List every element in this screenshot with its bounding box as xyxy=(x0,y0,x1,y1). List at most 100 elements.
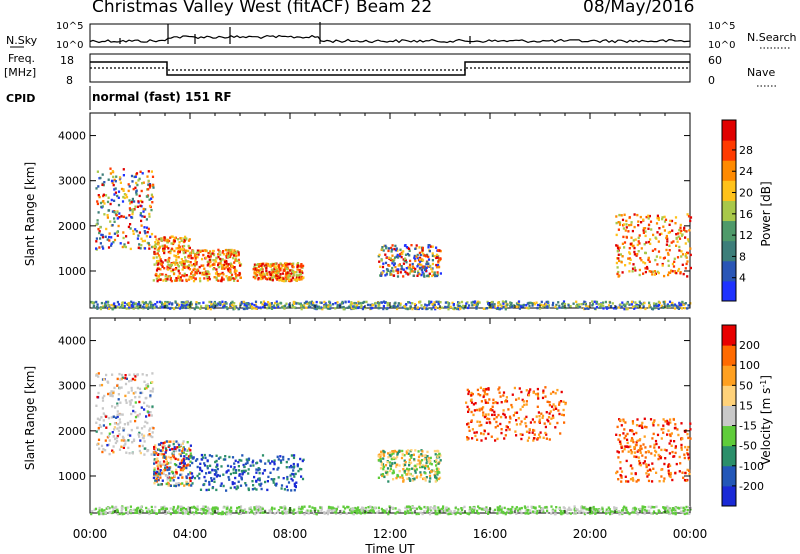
data-pixel xyxy=(221,251,224,254)
data-pixel xyxy=(493,305,496,308)
data-pixel xyxy=(440,510,443,513)
data-pixel xyxy=(286,263,289,266)
data-pixel xyxy=(172,242,175,246)
data-pixel xyxy=(303,505,306,508)
data-pixel xyxy=(527,394,531,397)
data-pixel xyxy=(412,266,415,270)
data-pixel xyxy=(156,464,159,468)
data-pixel xyxy=(320,509,323,512)
data-pixel xyxy=(624,434,627,438)
data-pixel xyxy=(199,468,202,471)
data-pixel xyxy=(652,420,655,424)
data-pixel xyxy=(411,262,414,266)
data-pixel xyxy=(194,257,197,260)
data-pixel xyxy=(652,424,655,427)
data-pixel xyxy=(253,304,256,307)
data-pixel xyxy=(437,249,440,252)
data-pixel xyxy=(152,279,155,282)
data-pixel xyxy=(396,452,400,455)
data-pixel xyxy=(644,506,647,509)
data-pixel xyxy=(313,307,316,310)
data-pixel xyxy=(466,436,469,439)
data-pixel xyxy=(656,214,659,217)
data-pixel xyxy=(224,301,227,304)
data-pixel xyxy=(184,256,187,259)
data-pixel xyxy=(542,391,545,394)
data-pixel xyxy=(225,470,228,473)
data-pixel xyxy=(653,304,656,307)
data-pixel xyxy=(409,508,412,511)
data-pixel xyxy=(669,439,672,443)
data-pixel xyxy=(153,467,156,470)
data-pixel xyxy=(286,277,289,280)
data-pixel xyxy=(617,275,620,278)
data-pixel xyxy=(238,458,241,462)
data-pixel xyxy=(678,237,682,240)
data-pixel xyxy=(554,512,557,516)
data-pixel xyxy=(302,264,305,268)
data-pixel xyxy=(633,446,636,449)
data-pixel xyxy=(679,226,682,229)
data-pixel xyxy=(140,244,143,247)
data-pixel xyxy=(647,473,650,476)
data-pixel xyxy=(258,268,262,272)
data-pixel xyxy=(255,307,258,310)
data-pixel xyxy=(450,510,453,513)
data-pixel xyxy=(657,304,660,307)
data-pixel xyxy=(185,274,188,277)
data-pixel xyxy=(666,419,669,423)
data-pixel xyxy=(99,307,102,311)
data-pixel xyxy=(546,306,549,309)
data-pixel xyxy=(411,467,414,470)
data-pixel xyxy=(300,263,303,266)
data-pixel xyxy=(522,400,525,403)
data-pixel xyxy=(152,186,155,189)
data-pixel xyxy=(622,506,625,510)
data-pixel xyxy=(111,373,114,376)
data-pixel xyxy=(104,511,107,514)
data-pixel xyxy=(361,307,364,311)
data-pixel xyxy=(112,509,115,512)
data-pixel xyxy=(191,270,194,274)
data-pixel xyxy=(143,425,146,428)
data-pixel xyxy=(226,264,229,268)
data-pixel xyxy=(101,236,105,239)
data-pixel xyxy=(163,456,166,459)
data-pixel xyxy=(621,509,624,512)
data-pixel xyxy=(97,227,100,231)
data-pixel xyxy=(293,306,296,309)
data-pixel xyxy=(200,458,203,461)
data-pixel xyxy=(233,462,236,465)
data-pixel xyxy=(107,196,110,199)
data-pixel xyxy=(387,256,390,259)
data-pixel xyxy=(152,245,155,249)
data-pixel xyxy=(132,405,135,408)
data-pixel xyxy=(514,507,517,511)
data-pixel xyxy=(116,306,119,309)
data-pixel xyxy=(143,239,146,243)
data-pixel xyxy=(159,449,162,452)
freq-tick-low: 8 xyxy=(66,74,73,87)
data-pixel xyxy=(130,300,133,303)
data-pixel xyxy=(420,473,423,476)
data-pixel xyxy=(403,305,407,308)
data-pixel xyxy=(343,510,346,513)
data-pixel xyxy=(173,240,176,243)
data-pixel xyxy=(150,170,153,173)
data-pixel xyxy=(616,244,619,248)
data-pixel xyxy=(153,445,156,449)
data-pixel xyxy=(415,255,418,258)
data-pixel xyxy=(116,422,119,426)
data-pixel xyxy=(408,272,411,275)
data-pixel xyxy=(179,278,182,281)
data-pixel xyxy=(433,255,436,258)
data-pixel xyxy=(641,508,644,511)
data-pixel xyxy=(237,512,240,515)
data-pixel xyxy=(96,202,99,206)
data-pixel xyxy=(176,507,179,510)
data-pixel xyxy=(634,301,637,304)
data-pixel xyxy=(267,301,270,304)
data-pixel xyxy=(164,302,167,305)
data-pixel xyxy=(404,259,407,262)
colorbar-swatch xyxy=(722,180,736,201)
